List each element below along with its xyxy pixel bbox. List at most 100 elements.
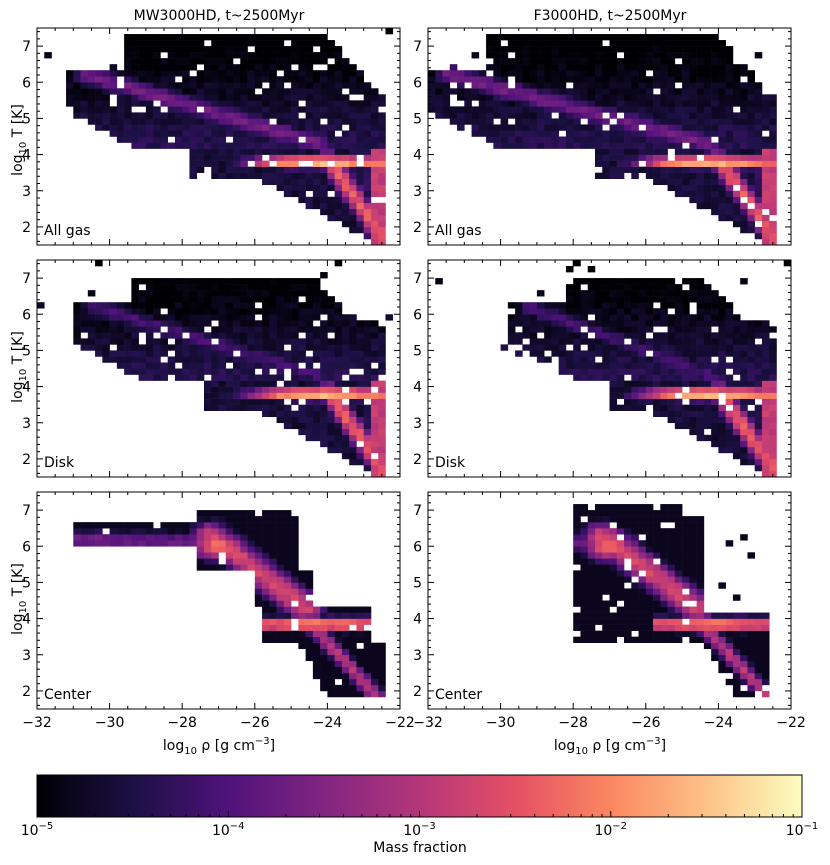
heatmap-cell [653,154,661,161]
heatmap-cell [711,202,719,210]
heatmap-cell [312,196,321,204]
heatmap-cell [254,404,263,411]
heatmap-cell [609,290,618,297]
heatmap-cell [102,124,110,131]
heatmap-cell [725,540,734,547]
heatmap-cell [327,314,335,321]
heatmap-cell [327,666,335,674]
heatmap-cell [624,600,632,607]
heatmap-cell [378,362,386,369]
heatmap-cell [269,356,277,363]
heatmap-cell [761,142,770,149]
heatmap-cell [254,564,263,571]
heatmap-cell [689,368,697,375]
heatmap-cell [262,374,270,381]
heatmap-cell [167,94,176,101]
heatmap-cell [732,208,741,216]
heatmap-cell [341,618,350,625]
heatmap-cell [153,70,161,77]
heatmap-cell [247,88,256,95]
heatmap-cell [645,630,654,637]
heatmap-cell [616,344,625,351]
heatmap-cell [536,124,545,131]
heatmap-cell [73,338,81,345]
heatmap-cell [667,594,676,601]
heatmap-cell [320,416,328,424]
heatmap-cell [203,100,212,107]
heatmap-cell [370,220,379,228]
heatmap-cell [522,88,530,95]
heatmap-cell [718,124,726,131]
heatmap-cell [240,296,248,303]
heatmap-cell [761,368,770,375]
heatmap-cell [761,220,770,228]
heatmap-cell [109,70,118,77]
heatmap-cell [769,434,777,442]
heatmap-cell [233,142,241,149]
heatmap-cell [211,100,219,107]
heatmap-cell [565,136,574,143]
heatmap-cell [609,130,618,137]
heatmap-cell [349,362,357,369]
heatmap-cell [551,308,559,315]
heatmap-cell [225,344,234,351]
heatmap-cell [645,308,654,315]
heatmap-cell [276,594,285,601]
heatmap-cell [349,440,357,448]
heatmap-cell [312,332,321,339]
heatmap-cell [276,528,285,535]
heatmap-cell [370,208,379,216]
heatmap-cell [653,552,661,559]
heatmap-cell [638,582,647,589]
heatmap-cell [225,398,234,405]
heatmap-cell [189,142,198,149]
heatmap-cell [667,82,676,89]
heatmap-cell [363,214,372,222]
heatmap-cell [761,196,770,204]
heatmap-cell [73,320,81,327]
heatmap-cell [305,34,314,41]
heatmap-cell [254,546,263,553]
heatmap-cell [689,88,697,95]
heatmap-cell [116,338,125,345]
heatmap-cell [711,642,719,650]
heatmap-cell [269,540,277,547]
heatmap-cell [240,362,248,369]
heatmap-cell [594,576,603,583]
heatmap-cell [269,570,277,577]
heatmap-cell [594,34,603,41]
heatmap-cell [138,100,147,107]
heatmap-cell [153,124,161,131]
heatmap-cell [334,106,343,113]
heatmap-cell [558,118,567,125]
heatmap-cell [507,332,516,339]
heatmap-cell [718,386,726,393]
heatmap-cell [160,124,168,131]
heatmap-cell [283,588,292,595]
heatmap-cell [544,142,552,149]
heatmap-cell [160,344,168,351]
heatmap-cell [305,588,314,595]
heatmap-cell [682,94,690,101]
heatmap-cell [616,338,625,345]
heatmap-cell [740,666,748,674]
heatmap-cell [740,350,748,357]
heatmap-cell [522,64,530,71]
heatmap-cell [631,40,639,47]
heatmap-cell [638,290,647,297]
heatmap-cell [493,130,501,137]
heatmap-cell [609,624,618,631]
heatmap-cell [182,64,190,71]
heatmap-cell [116,130,125,137]
heatmap-cell [145,106,154,113]
heatmap-cell [203,52,212,59]
heatmap-cell [594,362,603,369]
heatmap-cell [349,690,357,698]
heatmap-cell [660,112,668,119]
heatmap-cell [725,416,734,424]
heatmap-cell [233,338,241,345]
heatmap-cell [254,154,263,161]
heatmap-cell [196,308,205,315]
heatmap-cell [616,392,625,399]
heatmap-cell [240,34,248,41]
